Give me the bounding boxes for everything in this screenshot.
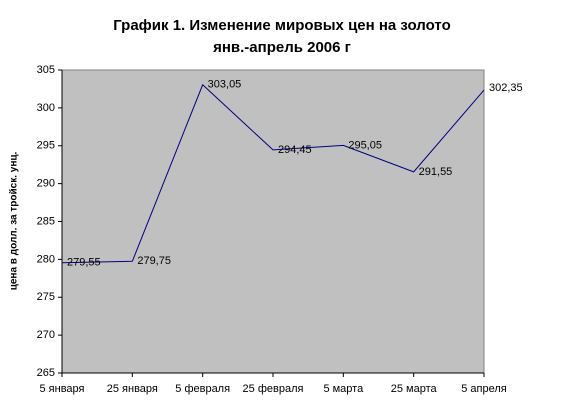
- data-label: 279,75: [137, 255, 171, 267]
- y-tick-label: 300: [37, 102, 55, 114]
- x-tick-label: 25 марта: [391, 383, 438, 395]
- x-tick-label: 5 апреля: [461, 383, 507, 395]
- chart-title: График 1. Изменение мировых цен на золот…: [113, 17, 450, 34]
- y-tick-label: 290: [37, 178, 55, 190]
- y-tick-label: 270: [37, 329, 55, 341]
- y-axis-label: цена в долл. за тройск. унц.: [9, 151, 20, 290]
- plot-area: [61, 69, 485, 374]
- x-tick-label: 5 марта: [323, 383, 364, 395]
- y-tick-label: 285: [37, 215, 55, 227]
- data-label: 291,55: [419, 166, 453, 178]
- y-tick-label: 280: [37, 253, 55, 265]
- x-tick-label: 25 января: [107, 383, 158, 395]
- x-tick-label: 25 февраля: [243, 383, 304, 395]
- y-tick-label: 295: [37, 140, 55, 152]
- y-tick-label: 305: [37, 64, 55, 76]
- line-series: [61, 83, 485, 264]
- data-label: 302,35: [489, 82, 523, 94]
- x-tick-label: 5 февраля: [175, 383, 230, 395]
- chart-subtitle: янв.-апрель 2006 г: [213, 39, 351, 56]
- y-tick-label: 265: [37, 367, 55, 379]
- y-tick-label: 275: [37, 291, 55, 303]
- data-label: 303,05: [208, 79, 242, 91]
- x-tick-label: 5 января: [40, 383, 85, 395]
- data-label: 295,05: [348, 139, 382, 151]
- data-label: 279,55: [67, 257, 101, 269]
- data-label: 294,45: [278, 144, 312, 156]
